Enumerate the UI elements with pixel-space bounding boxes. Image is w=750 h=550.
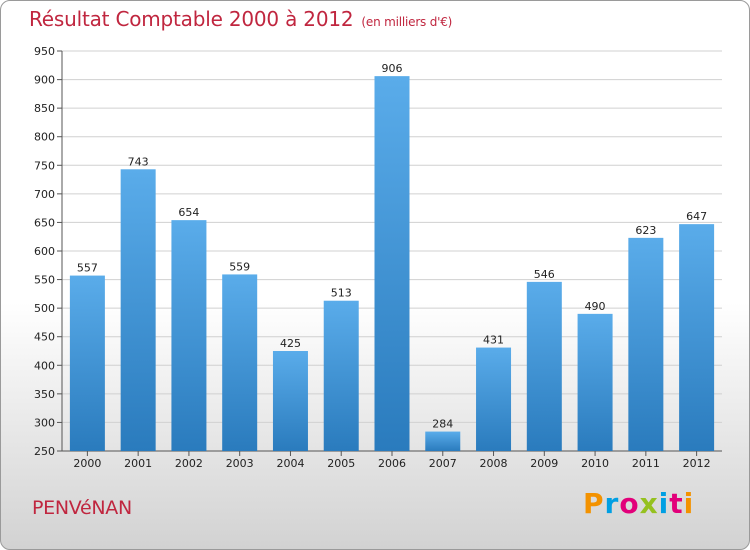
- data-label: 559: [229, 260, 250, 273]
- bars: [69, 76, 715, 452]
- bar: [679, 224, 715, 451]
- x-tick-label: 2007: [429, 457, 457, 470]
- x-tick-label: 2012: [683, 457, 711, 470]
- bar: [628, 237, 664, 451]
- data-label: 623: [635, 224, 656, 237]
- logo-letter: i: [683, 487, 695, 520]
- place-name: PENVéNAN: [32, 497, 132, 519]
- y-tick-label: 250: [34, 445, 55, 458]
- x-tick-label: 2009: [530, 457, 558, 470]
- bar: [69, 275, 105, 451]
- data-label: 906: [382, 62, 403, 75]
- bar: [526, 281, 562, 451]
- bar: [374, 76, 410, 452]
- bar: [222, 274, 258, 451]
- y-tick-label: 850: [34, 102, 55, 115]
- x-tick-label: 2004: [276, 457, 304, 470]
- y-tick-label: 800: [34, 131, 55, 144]
- logo-letter: r: [604, 487, 620, 520]
- y-tick-label: 450: [34, 331, 55, 344]
- y-tick-label: 900: [34, 74, 55, 87]
- y-tick-label: 400: [34, 359, 55, 372]
- y-tick-label: 550: [34, 274, 55, 287]
- x-tick-label: 2010: [581, 457, 609, 470]
- data-label: 647: [686, 210, 707, 223]
- y-tick-label: 950: [34, 45, 55, 58]
- data-label: 425: [280, 337, 301, 350]
- y-tick-label: 750: [34, 159, 55, 172]
- logo-letter: P: [583, 487, 605, 520]
- x-tick-label: 2000: [73, 457, 101, 470]
- data-label: 284: [432, 418, 453, 431]
- x-tick-label: 2011: [632, 457, 660, 470]
- x-tick-label: 2001: [124, 457, 152, 470]
- data-label: 654: [178, 206, 199, 219]
- y-tick-label: 700: [34, 188, 55, 201]
- logo-letter: t: [669, 487, 684, 520]
- data-label: 557: [77, 262, 98, 275]
- y-tick-label: 650: [34, 216, 55, 229]
- x-tick-label: 2006: [378, 457, 406, 470]
- bar: [171, 220, 207, 451]
- x-tick-label: 2008: [480, 457, 508, 470]
- chart-title: Résultat Comptable 2000 à 2012 (en millie…: [29, 7, 452, 31]
- data-label: 513: [331, 287, 352, 300]
- data-label: 431: [483, 334, 504, 347]
- proxiti-logo: Proxiti: [583, 487, 694, 520]
- data-labels: 557 743 654 559 425 513 906 284 431 546 490 623 647: [77, 62, 707, 430]
- y-tick-label: 600: [34, 245, 55, 258]
- y-axis-ticks: 250 300 350 400 450 500 550 600 650 700 750 800 850 9…: [34, 45, 55, 458]
- bar: [323, 300, 359, 451]
- y-tick-label: 300: [34, 416, 55, 429]
- bar: [577, 313, 613, 451]
- logo-letter: i: [658, 487, 670, 520]
- bar: [425, 431, 461, 451]
- x-tick-label: 2002: [175, 457, 203, 470]
- chart-title-text: Résultat Comptable 2000 à 2012: [29, 7, 354, 31]
- chart-subtitle: (en milliers d'€): [361, 15, 453, 29]
- data-label: 490: [585, 300, 606, 313]
- bar: [120, 169, 156, 452]
- y-tick-label: 350: [34, 388, 55, 401]
- bar: [476, 347, 512, 451]
- logo-letter: x: [639, 487, 659, 520]
- data-label: 546: [534, 268, 555, 281]
- logo-letter: o: [619, 487, 640, 520]
- x-tick-label: 2005: [327, 457, 355, 470]
- bar: [272, 351, 308, 451]
- x-tick-label: 2003: [226, 457, 254, 470]
- x-axis-ticks: 2000 2001 2002 2003 2004 2005 2006 2007 2008 2009…: [73, 457, 710, 470]
- y-tick-label: 500: [34, 302, 55, 315]
- data-label: 743: [128, 155, 149, 168]
